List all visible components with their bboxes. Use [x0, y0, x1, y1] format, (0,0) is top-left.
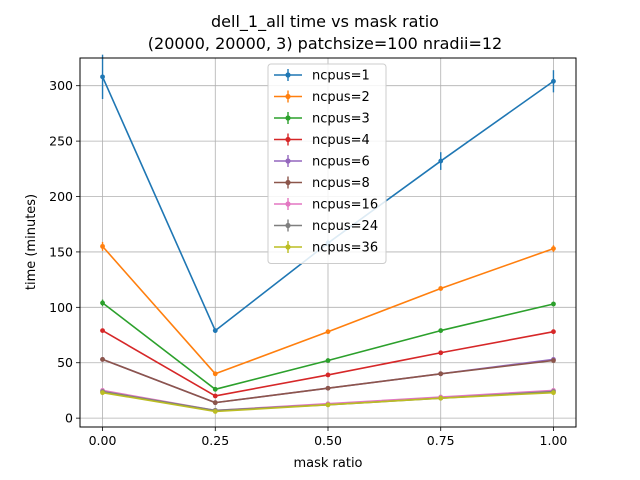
data-point [212, 409, 218, 414]
y-tick-label: 0 [65, 411, 73, 426]
x-tick-label: 0.25 [201, 433, 229, 448]
legend-swatch-marker [285, 115, 291, 121]
legend-swatch-marker [285, 136, 291, 143]
x-tick-label: 0.00 [89, 433, 117, 448]
data-point [212, 400, 218, 406]
data-point [212, 386, 218, 392]
data-point [100, 357, 105, 362]
data-point [325, 372, 331, 378]
x-axis-label: mask ratio [293, 456, 362, 471]
legend-swatch-marker [285, 201, 291, 207]
legend-swatch-marker [285, 93, 291, 100]
data-point [438, 350, 444, 356]
legend-label: ncpus=1 [312, 69, 370, 84]
legend-label: ncpus=16 [312, 198, 378, 213]
data-point [551, 390, 556, 396]
data-point [325, 358, 331, 363]
data-point [100, 243, 105, 249]
y-tick-label: 150 [49, 244, 73, 259]
y-tick-label: 300 [49, 78, 73, 93]
legend-swatch-marker [285, 244, 291, 250]
legend-label: ncpus=2 [312, 90, 370, 105]
legend: ncpus=1 ncpus=2 ncpus=3 ncpus=4 ncpus=6 ncpus… [267, 63, 387, 264]
legend-label: ncpus=8 [312, 176, 370, 191]
data-point [100, 390, 105, 396]
legend-swatch-marker [285, 158, 291, 164]
legend-item: ncpus=3 [274, 112, 370, 127]
legend-item: ncpus=1 [274, 69, 370, 84]
data-point [438, 328, 444, 333]
data-point [100, 74, 105, 80]
legend-item: ncpus=4 [274, 133, 370, 148]
legend-label: ncpus=24 [312, 219, 378, 234]
y-axis-label: time (minutes) [24, 194, 39, 290]
data-point [438, 395, 444, 401]
series-ncpus=3 [100, 299, 556, 392]
series-ncpus=36 [100, 390, 556, 414]
data-point [325, 402, 331, 408]
legend-label: ncpus=3 [312, 112, 370, 127]
y-tick-label: 100 [49, 300, 73, 315]
data-point [438, 371, 444, 377]
axis-ticks: 0.00 0.25 0.50 0.75 1.00 0 50 100 150 200 250 300 [49, 78, 567, 448]
y-tick-label: 50 [57, 355, 73, 370]
legend-item: ncpus=36 [274, 241, 378, 256]
data-point [551, 246, 556, 251]
x-tick-label: 0.50 [314, 433, 342, 448]
x-tick-label: 1.00 [540, 433, 568, 448]
legend-swatch-marker [285, 222, 291, 229]
data-point [551, 78, 556, 84]
legend-box [267, 63, 387, 264]
series-ncpus=4 [100, 328, 556, 399]
legend-label: ncpus=6 [312, 155, 370, 170]
data-point [325, 385, 331, 391]
data-point [100, 300, 105, 306]
data-point [100, 328, 105, 333]
chart-title-line1: dell_1_all time vs mask ratio [211, 12, 439, 32]
legend-label: ncpus=4 [312, 133, 370, 148]
legend-swatch-marker [285, 72, 291, 78]
legend-item: ncpus=24 [274, 219, 378, 234]
legend-swatch-marker [285, 179, 291, 186]
data-point [551, 358, 556, 363]
y-tick-label: 250 [49, 134, 73, 149]
legend-label: ncpus=36 [312, 241, 378, 256]
y-tick-label: 200 [49, 189, 73, 204]
legend-item: ncpus=8 [274, 176, 370, 191]
data-point [325, 329, 331, 335]
legend-item: ncpus=6 [274, 155, 370, 170]
data-point [551, 329, 556, 335]
data-point [212, 393, 218, 399]
data-point [438, 286, 444, 291]
series-ncpus=8 [100, 357, 556, 406]
data-point [212, 371, 218, 377]
legend-item: ncpus=2 [274, 90, 370, 105]
data-point [551, 301, 556, 307]
x-tick-label: 0.75 [427, 433, 455, 448]
data-point [212, 328, 218, 333]
series-ncpus=2 [100, 241, 556, 377]
legend-item: ncpus=16 [274, 198, 378, 213]
data-point [438, 158, 444, 164]
chart-title-line2: (20000, 20000, 3) patchsize=100 nradii=1… [148, 34, 502, 53]
